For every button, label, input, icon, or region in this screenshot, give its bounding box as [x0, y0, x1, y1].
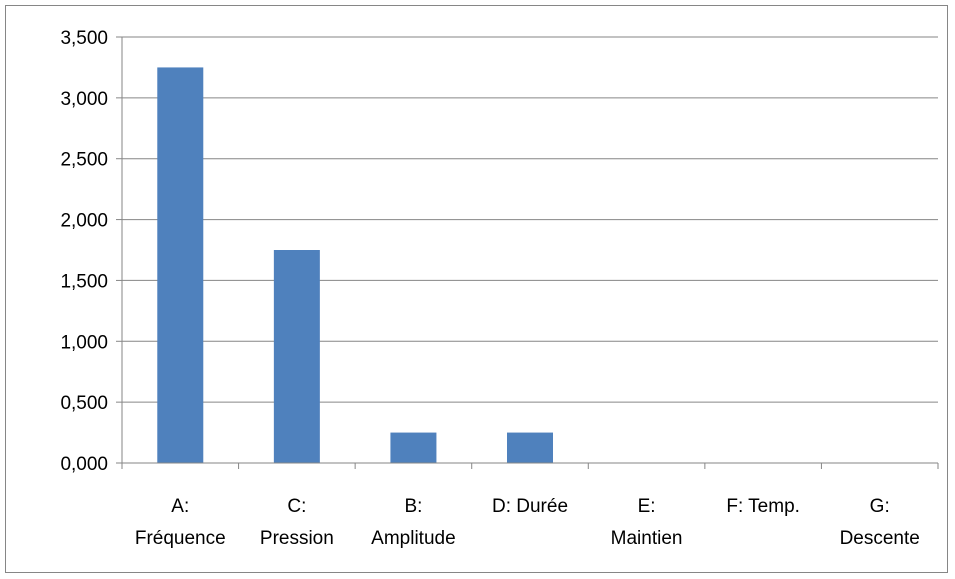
x-tick-label-line: E:: [638, 496, 656, 517]
x-tick-labels: A: Fréquence C: Pression B: Amplitude D: Durée…: [135, 496, 920, 549]
x-tick-label-line: B:: [404, 496, 422, 517]
x-tick-label-line: Maintien: [611, 528, 683, 549]
x-tick-label-line: Amplitude: [371, 528, 456, 549]
x-tick-label: B: Amplitude: [371, 496, 456, 549]
gridlines: [122, 36, 938, 403]
x-tick-label: A: Fréquence: [135, 496, 226, 549]
x-tick-label-line: Descente: [840, 528, 920, 549]
bar: [157, 67, 204, 463]
x-tick-label-line: Fréquence: [135, 528, 226, 549]
y-tick-label: 1,000: [60, 332, 108, 353]
x-tick-label-line: D: Durée: [492, 496, 568, 517]
y-tick-label: 2,500: [60, 150, 108, 171]
x-tick-label-line: G:: [870, 496, 890, 517]
y-tick-label: 3,000: [60, 89, 108, 110]
bars: [157, 67, 553, 463]
y-tick-label: 2,000: [60, 211, 108, 232]
x-tick-label-line: A:: [171, 496, 189, 517]
bar: [390, 432, 437, 463]
y-tick-label: 3,500: [60, 28, 108, 49]
x-tick-label-line: Pression: [260, 528, 334, 549]
bar: [507, 432, 553, 463]
x-tick-label: G: Descente: [840, 496, 920, 549]
bar: [273, 250, 320, 463]
x-tick-label-line: C:: [287, 496, 306, 517]
x-tick-label: E: Maintien: [611, 496, 683, 549]
y-tick-label: 1,500: [60, 271, 108, 292]
y-tick-label: 0,000: [60, 454, 108, 475]
x-tick-label: D: Durée: [492, 496, 568, 517]
axes: [116, 36, 939, 469]
y-tick-label: 0,500: [60, 393, 108, 414]
x-tick-label-line: F: Temp.: [726, 496, 800, 517]
x-tick-label: C: Pression: [260, 496, 334, 549]
y-tick-labels: 0,000 0,500 1,000 1,500 2,000 2,500 3,000 3,500: [60, 28, 108, 475]
x-tick-label: F: Temp.: [726, 496, 800, 517]
